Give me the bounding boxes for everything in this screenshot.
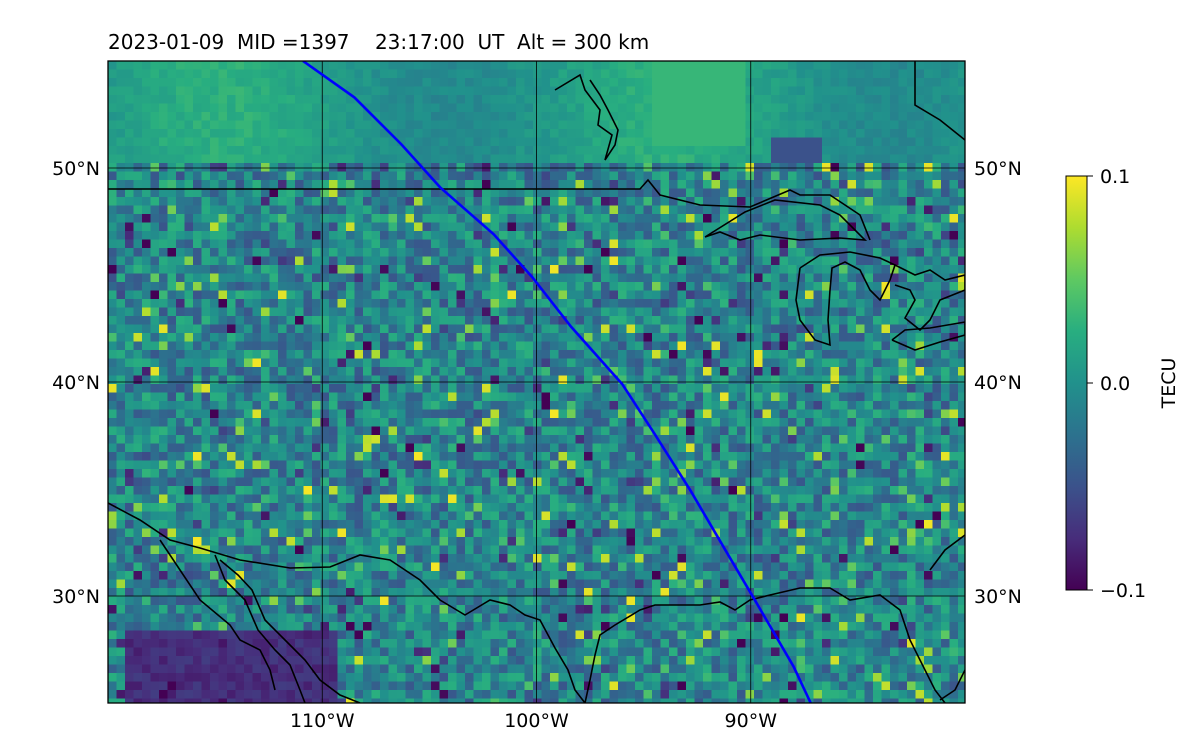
colorbar-tick-label: 0.0 xyxy=(1100,373,1130,395)
colorbar-tick-label: 0.1 xyxy=(1100,166,1130,188)
figure-title: 2023-01-09 MID =1397 23:17:00 UT Alt = 3… xyxy=(108,30,650,54)
lake-erie-outline xyxy=(891,321,965,351)
graticule xyxy=(108,61,965,703)
baja-california-coast xyxy=(108,502,586,703)
lat-tick-label-right: 30°N xyxy=(974,586,1022,608)
gulf-of-california-east-coast xyxy=(214,554,306,703)
colorbar-tick-label: −0.1 xyxy=(1100,580,1146,602)
lon-tick-label: 110°W xyxy=(290,710,355,732)
lake-huron-outline xyxy=(894,264,965,332)
map-axes: 110°W 100°W 90°W 30°N 30°N 40°N 40°N 50°N 50°N xyxy=(52,158,1022,732)
lat-tick-label-right: 50°N xyxy=(974,158,1022,180)
lon-tick-label: 100°W xyxy=(504,710,569,732)
lat-tick-label-right: 40°N xyxy=(974,372,1022,394)
colorbar-label: TECU xyxy=(1158,358,1180,410)
lake-michigan-outline xyxy=(795,251,896,347)
us-canada-border xyxy=(108,178,871,241)
lake-superior-outline xyxy=(704,199,868,241)
gulf-of-california-west-coast xyxy=(159,539,276,691)
coastlines-and-borders xyxy=(108,61,965,703)
lon-tick-label: 90°W xyxy=(725,710,778,732)
satellite-ground-track xyxy=(302,61,812,703)
lat-tick-label-left: 30°N xyxy=(52,586,100,608)
map-frame xyxy=(107,60,966,704)
florida-coast xyxy=(929,534,965,571)
northern-coast xyxy=(914,61,965,141)
mexico-coast-inner xyxy=(219,559,361,703)
gulf-of-mexico-coast xyxy=(584,587,946,703)
florida-panhandle xyxy=(939,669,965,701)
colorbar-gradient xyxy=(1065,175,1088,591)
hudson-bay-coast xyxy=(554,73,619,161)
lat-tick-label-left: 50°N xyxy=(52,158,100,180)
tec-field-heatmap xyxy=(108,61,965,703)
lat-tick-label-left: 40°N xyxy=(52,372,100,394)
colorbar: 0.1 0.0 −0.1 TECU xyxy=(1065,166,1180,602)
